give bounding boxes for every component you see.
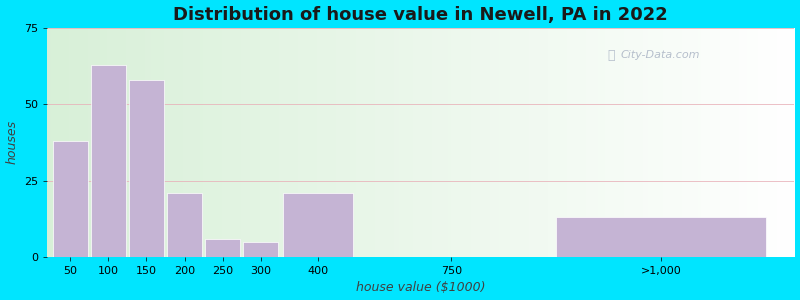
Title: Distribution of house value in Newell, PA in 2022: Distribution of house value in Newell, P… (174, 6, 668, 24)
Bar (129, 80, 164, 257)
Text: City-Data.com: City-Data.com (620, 50, 700, 60)
Bar (167, 193, 202, 257)
Bar (243, 242, 278, 257)
Bar (53, 141, 88, 257)
X-axis label: house value ($1000): house value ($1000) (356, 281, 486, 294)
Bar (283, 193, 353, 257)
Bar (90, 64, 126, 257)
Bar (556, 217, 766, 257)
Text: ⓘ: ⓘ (608, 49, 615, 62)
Bar (205, 238, 240, 257)
Y-axis label: houses: houses (6, 120, 18, 164)
